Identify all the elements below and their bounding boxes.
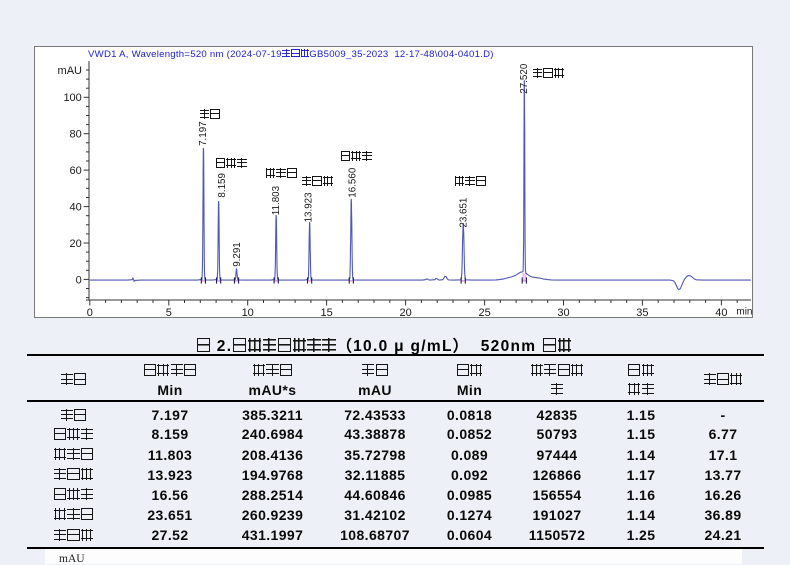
svg-text:80: 80 <box>70 129 82 141</box>
svg-text:5: 5 <box>166 307 172 319</box>
svg-text:60: 60 <box>70 165 82 177</box>
svg-text:11.803: 11.803 <box>271 185 282 215</box>
svg-text:9.291: 9.291 <box>232 242 243 267</box>
svg-text:40: 40 <box>715 307 727 319</box>
svg-text:30: 30 <box>557 307 569 319</box>
svg-text:35: 35 <box>636 307 648 319</box>
svg-text:13.923: 13.923 <box>304 192 315 223</box>
svg-text:0: 0 <box>76 274 82 286</box>
svg-text:7.197: 7.197 <box>198 121 209 146</box>
svg-text:min: min <box>736 306 752 317</box>
svg-text:23.651: 23.651 <box>458 198 469 228</box>
svg-text:100: 100 <box>63 92 81 104</box>
svg-text:0: 0 <box>87 307 93 319</box>
svg-text:10: 10 <box>242 307 254 319</box>
svg-text:27.520: 27.520 <box>519 63 530 94</box>
svg-text:15: 15 <box>320 307 332 319</box>
svg-text:25: 25 <box>478 307 490 319</box>
svg-text:40: 40 <box>70 202 82 214</box>
svg-text:8.159: 8.159 <box>217 173 228 198</box>
svg-text:16.560: 16.560 <box>348 167 359 198</box>
svg-text:20: 20 <box>399 307 411 319</box>
svg-text:20: 20 <box>70 238 82 250</box>
svg-text:mAU: mAU <box>58 65 83 77</box>
